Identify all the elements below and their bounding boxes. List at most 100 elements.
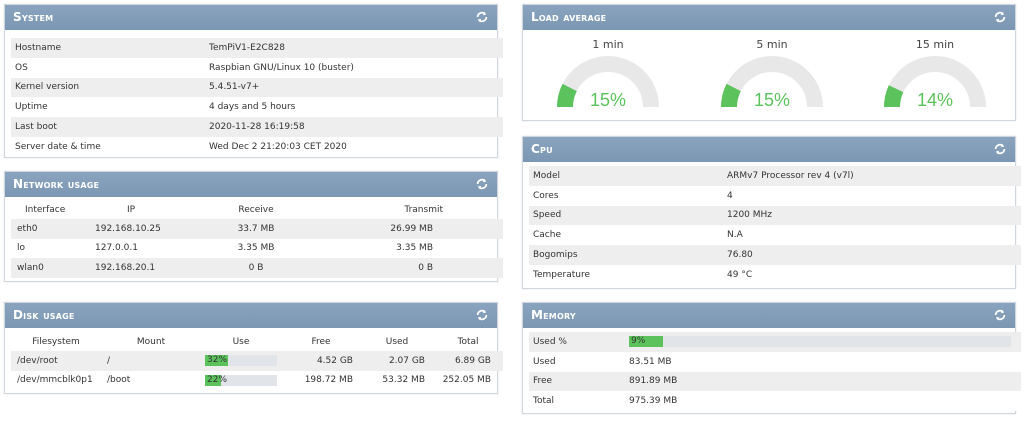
network-receive: 33.7 MB xyxy=(181,219,331,239)
system-title: System xyxy=(13,10,54,24)
network-transmit: 0 B xyxy=(331,258,503,278)
refresh-icon[interactable] xyxy=(475,308,489,322)
refresh-icon[interactable] xyxy=(475,10,489,24)
memory-label: Used % xyxy=(529,332,625,352)
cpu-header: Cpu xyxy=(523,137,1015,162)
cpu-value: ARMv7 Processor rev 4 (v7l) xyxy=(723,166,1021,186)
load-gauge-label: 1 min xyxy=(592,38,624,51)
network-receive: 0 B xyxy=(181,258,331,278)
disk-row: /dev/mmcblk0p1/boot 22% 198.72 MB 53.32 MB 2… xyxy=(11,371,503,391)
disk-usage-bar: 22% xyxy=(205,374,277,386)
cpu-row: Cache N.A xyxy=(529,225,1021,245)
cpu-table: Model ARMv7 Processor rev 4 (v7l) Cores 4 Sp… xyxy=(529,166,1021,285)
system-label: OS xyxy=(15,62,28,73)
network-transmit: 26.99 MB xyxy=(331,219,503,239)
cpu-value: 49 °C xyxy=(727,269,753,280)
memory-value: 83.51 MB xyxy=(625,351,1021,372)
disk-usage-bar-label: 22% xyxy=(207,374,228,385)
network-table: Interface IP Receive Transmit eth0 192.16… xyxy=(11,201,503,278)
network-interface: lo xyxy=(17,243,26,254)
refresh-icon[interactable] xyxy=(993,308,1007,322)
system-row: OS Raspbian GNU/Linux 10 (buster) xyxy=(11,58,503,78)
system-label: Last boot xyxy=(11,117,205,137)
network-row: eth0 192.168.10.25 33.7 MB 26.99 MB xyxy=(11,219,503,239)
system-value: 5.4.51-v7+ xyxy=(205,77,503,98)
disk-used: 53.32 MB xyxy=(382,375,425,386)
cpu-row: Speed 1200 MHz xyxy=(529,205,1021,226)
disk-usage-bar-fill xyxy=(205,355,229,367)
cpu-value: 1200 MHz xyxy=(723,205,1021,226)
load-gauge-fill xyxy=(884,85,904,108)
memory-panel: Memory Used % 9% Used 83.51 MB Free 891.89 … xyxy=(522,302,1021,414)
col-header-mount: Mount xyxy=(136,337,166,347)
col-header-total: Total xyxy=(457,337,479,347)
memory-label: Total xyxy=(529,391,625,412)
memory-table: Used % 9% Used 83.51 MB Free 891.89 MB Total… xyxy=(529,332,1021,412)
system-panel: System Hostname TemPiV1-E2C828 OS Raspbian … xyxy=(4,4,503,158)
cpu-label: Cores xyxy=(533,190,559,201)
cpu-row: Cores 4 xyxy=(529,186,1021,206)
cpu-label: Model xyxy=(529,166,723,186)
network-receive: 3.35 MB xyxy=(237,243,275,254)
system-label: Uptime xyxy=(15,102,48,113)
network-panel: Network usage Interface IP Receive Trans… xyxy=(4,171,503,282)
cpu-panel: Cpu Model ARMv7 Processor rev 4 (v7l) Core… xyxy=(522,136,1021,289)
col-header-used: Used xyxy=(385,337,409,347)
disk-panel: Disk usage Filesystem Mount Use Free Use… xyxy=(4,302,503,394)
cpu-row: Model ARMv7 Processor rev 4 (v7l) xyxy=(529,166,1021,186)
network-transmit: 3.35 MB xyxy=(396,243,433,254)
memory-usage-bar-fill xyxy=(629,336,664,348)
disk-mount: / xyxy=(101,351,201,371)
system-value: Raspbian GNU/Linux 10 (buster) xyxy=(209,62,354,73)
system-value: 2020-11-28 16:19:58 xyxy=(205,117,503,137)
network-row: lo 127.0.0.1 3.35 MB 3.35 MB xyxy=(11,239,503,259)
memory-header: Memory xyxy=(523,303,1015,328)
disk-title: Disk usage xyxy=(13,308,75,322)
cpu-label: Speed xyxy=(529,205,723,226)
disk-use: 22% xyxy=(201,371,281,391)
network-ip: 192.168.10.25 xyxy=(81,219,181,239)
system-table: Hostname TemPiV1-E2C828 OS Raspbian GNU/Lin… xyxy=(11,38,503,157)
memory-title: Memory xyxy=(531,308,576,322)
refresh-icon[interactable] xyxy=(993,142,1007,156)
memory-label: Used xyxy=(529,351,625,372)
load-gauge-value: 15% xyxy=(753,90,791,110)
load-gauge-fill xyxy=(557,83,578,108)
load-gauge: 1 min 15% xyxy=(553,38,663,118)
memory-row: Total 975.39 MB xyxy=(529,391,1021,412)
memory-value: 891.89 MB xyxy=(625,371,1021,392)
disk-mount: /boot xyxy=(107,375,131,386)
disk-filesystem: /dev/root xyxy=(11,351,101,371)
disk-used: 2.07 GB xyxy=(361,351,433,371)
col-header-receive: Receive xyxy=(238,205,274,215)
system-label: Server date & time xyxy=(15,141,101,152)
system-value: TemPiV1-E2C828 xyxy=(205,38,503,58)
network-header: Network usage xyxy=(5,172,497,197)
disk-table: Filesystem Mount Use Free Used Total /de… xyxy=(11,333,503,390)
disk-header: Disk usage xyxy=(5,303,497,328)
refresh-icon[interactable] xyxy=(993,10,1007,24)
refresh-icon[interactable] xyxy=(475,177,489,191)
memory-usage-bar: 9% xyxy=(629,336,1011,348)
load-title: Load average xyxy=(531,10,607,24)
disk-usage-bar-fill xyxy=(205,374,221,386)
cpu-label: Cache xyxy=(533,230,561,241)
system-row: Last boot 2020-11-28 16:19:58 xyxy=(11,117,503,137)
network-title: Network usage xyxy=(13,177,100,191)
col-header-use: Use xyxy=(232,337,250,347)
memory-bar-cell: 9% xyxy=(625,332,1021,352)
system-label: Hostname xyxy=(11,38,205,58)
load-gauge-arc xyxy=(557,56,659,108)
load-gauge-label: 15 min xyxy=(915,38,955,51)
cpu-row: Bogomips 76.80 xyxy=(529,245,1021,265)
memory-value: 975.39 MB xyxy=(625,391,1021,412)
memory-label: Free xyxy=(529,371,625,392)
system-value: Wed Dec 2 21:20:03 CET 2020 xyxy=(209,141,347,152)
load-gauge-value: 14% xyxy=(916,90,954,110)
disk-free: 4.52 GB xyxy=(281,351,361,371)
network-ip: 127.0.0.1 xyxy=(95,243,138,254)
system-row: Hostname TemPiV1-E2C828 xyxy=(11,38,503,58)
memory-row-used-pct: Used % 9% xyxy=(529,332,1021,352)
load-gauge-fill xyxy=(721,83,742,108)
